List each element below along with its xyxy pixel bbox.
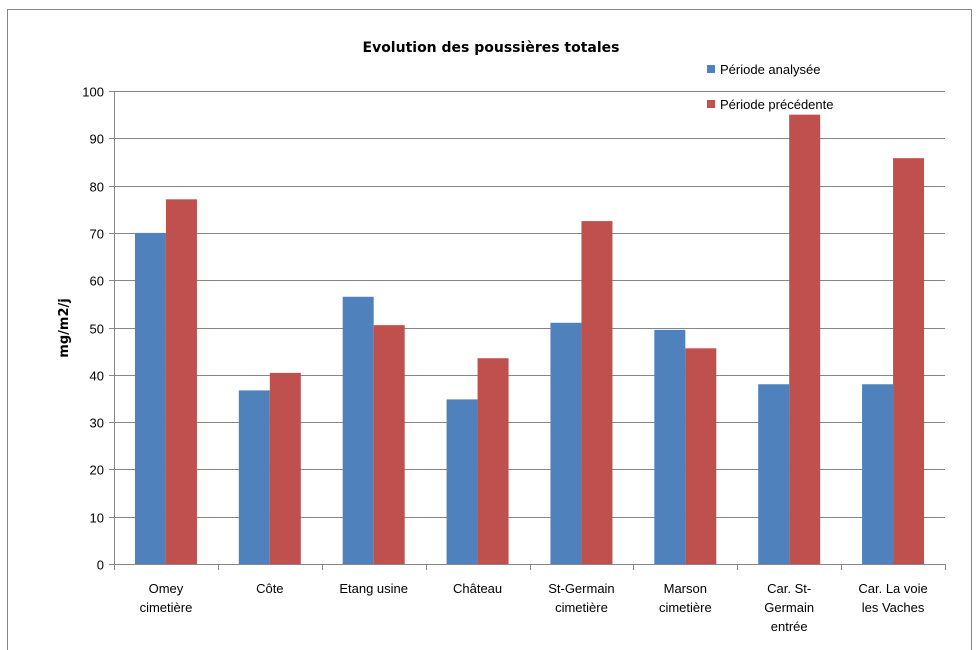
y-tick-label: 60: [90, 274, 104, 289]
bar: [342, 296, 374, 564]
y-tick-label: 50: [90, 322, 104, 337]
bar: [373, 325, 405, 564]
chart-title: Evolution des poussières totales: [363, 40, 620, 56]
y-tick-label: 80: [90, 180, 104, 195]
x-tick-label: Château: [453, 581, 502, 596]
bar: [893, 158, 925, 564]
x-tick-label: Etang usine: [339, 581, 408, 596]
legend-swatch: [707, 100, 715, 108]
y-tick-label: 0: [97, 558, 104, 573]
bar: [134, 232, 166, 564]
bar: [269, 372, 301, 564]
x-tick-label: Omey cimetière: [140, 581, 193, 615]
legend-label: Période précédente: [720, 97, 833, 112]
y-axis-label: mg/m2/j: [57, 298, 72, 357]
x-tick-label: Marson cimetière: [659, 581, 712, 615]
legend: Période analysée Période précédente: [707, 62, 833, 112]
bar: [862, 384, 894, 564]
y-tick-labels: 0 10 20 30 40 50 60 70 80 90 100: [82, 85, 104, 573]
y-tick-label: 40: [90, 369, 104, 384]
x-tick-label: St-Germain cimetière: [548, 581, 614, 615]
axes: [109, 91, 946, 570]
y-tick-label: 90: [90, 132, 104, 147]
x-tick-label: Car. St-Germain entrée: [764, 581, 814, 634]
x-tick-labels: Omey cimetière Côte Etang usine Château St-Ge…: [140, 581, 928, 634]
bar: [685, 348, 717, 564]
legend-label: Période analysée: [720, 62, 820, 77]
bar: [581, 221, 613, 564]
y-tick-label: 10: [90, 511, 104, 526]
y-tick-label: 100: [82, 85, 104, 100]
bar: [238, 390, 270, 564]
legend-swatch: [707, 65, 715, 73]
bar: [477, 358, 509, 564]
x-tick-label: Côte: [256, 581, 283, 596]
y-tick-label: 20: [90, 463, 104, 478]
bar: [550, 322, 582, 564]
y-tick-label: 30: [90, 416, 104, 431]
y-tick-label: 70: [90, 227, 104, 242]
bar: [165, 199, 197, 564]
bar: [654, 329, 686, 564]
x-tick-label: Car. La voie les Vaches: [858, 581, 927, 615]
bar: [789, 114, 821, 565]
bar: [446, 399, 478, 564]
bar: [758, 384, 790, 564]
bars: [134, 114, 925, 565]
